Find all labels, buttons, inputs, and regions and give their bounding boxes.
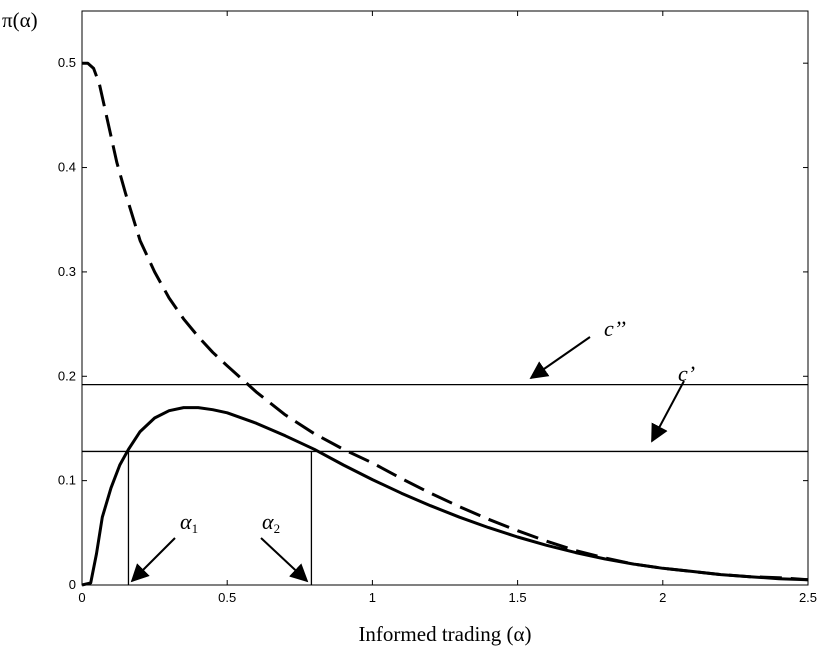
plot-frame: [81, 10, 809, 586]
alpha2-subscript: 2: [274, 521, 281, 536]
c-double-prime-arrow: [529, 336, 591, 380]
y-tick-label: 0.3: [58, 264, 76, 279]
c-prime-label: c’: [678, 361, 695, 386]
x-tick-label: 0.5: [218, 590, 236, 605]
ticks: 0 0.5 1 1.5 2 2.5 0 0.1 0.2 0.3 0.4 0.5: [58, 11, 817, 605]
series-line-1-dashed: [82, 61, 809, 582]
alpha1-arrow: [130, 537, 176, 583]
y-tick-label: 0.2: [58, 368, 76, 383]
c-double-prime-label: c’’: [604, 316, 626, 341]
x-tick-label: 2: [659, 590, 666, 605]
alpha2-arrow: [260, 537, 309, 583]
x-tick-label: 2.5: [799, 590, 817, 605]
y-tick-label: 0.5: [58, 55, 76, 70]
x-axis-label: Informed trading (α): [358, 622, 531, 646]
alpha1-symbol: α: [180, 509, 192, 534]
x-tick-label: 0: [78, 590, 85, 605]
reference-lines: [82, 383, 808, 585]
c-prime-arrow: [651, 380, 685, 443]
x-tick-label: 1: [369, 590, 376, 605]
series-group: [81, 61, 809, 587]
alpha1-subscript: 1: [192, 521, 199, 536]
alpha1-label: α1: [180, 509, 198, 536]
series-line-2-solid: [81, 406, 809, 587]
alpha2-symbol: α: [262, 509, 274, 534]
y-tick-label: 0.1: [58, 473, 76, 488]
alpha2-label: α2: [262, 509, 280, 536]
y-tick-label: 0: [69, 577, 76, 592]
x-tick-label: 1.5: [509, 590, 527, 605]
y-tick-label: 0.4: [58, 160, 76, 175]
y-axis-label: π(α): [2, 8, 38, 32]
